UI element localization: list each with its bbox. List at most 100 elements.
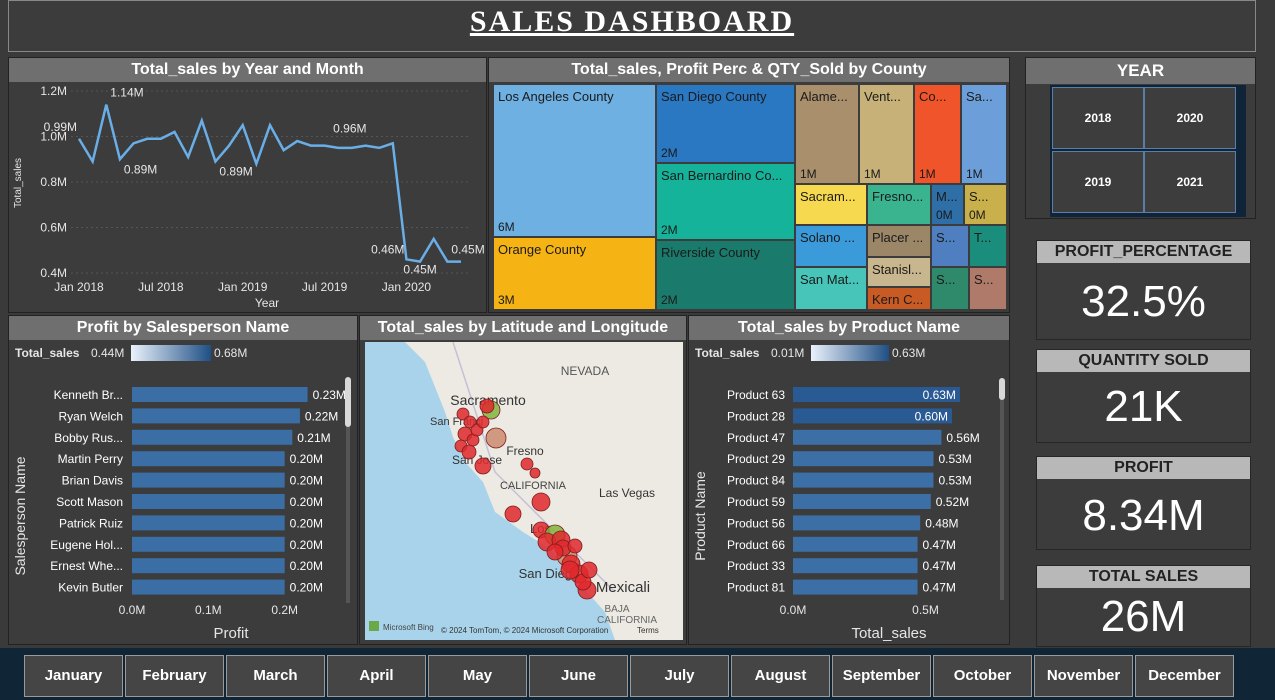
bar[interactable]: [793, 429, 942, 445]
treemap-cell[interactable]: S...: [931, 225, 969, 267]
year-button-2021[interactable]: 2021: [1144, 151, 1236, 213]
treemap-cell[interactable]: Sacram...: [795, 184, 867, 225]
bar[interactable]: [793, 536, 918, 552]
year-button-2019[interactable]: 2019: [1052, 151, 1144, 213]
map-bubble[interactable]: [474, 457, 492, 475]
treemap-cell[interactable]: S... 0M: [964, 184, 1007, 225]
treemap-cell[interactable]: Fresno...: [867, 184, 931, 225]
bar-value-label: 0.20M: [290, 516, 323, 530]
month-button-july[interactable]: July: [630, 655, 729, 697]
map-bubble[interactable]: [479, 398, 495, 414]
category-label: Ernest Whe...: [50, 559, 123, 573]
bar[interactable]: [793, 472, 934, 488]
treemap-cell[interactable]: Co... 1M: [914, 84, 961, 184]
year-slicer[interactable]: YEAR 2018 2020 2019 2021: [1025, 57, 1256, 219]
treemap-cell[interactable]: San Diego County 2M: [656, 84, 795, 163]
month-button-march[interactable]: March: [226, 655, 325, 697]
month-button-november[interactable]: November: [1034, 655, 1133, 697]
map-panel[interactable]: Total_sales by Latitude and Longitude NE…: [359, 315, 687, 645]
map-bubble[interactable]: [529, 467, 541, 479]
bar[interactable]: [132, 472, 285, 488]
map-bubble[interactable]: [456, 407, 470, 421]
california-map[interactable]: NEVADA Sacramento San Franci San Jose Fr…: [365, 342, 683, 640]
treemap-cell[interactable]: Kern C...: [867, 287, 931, 310]
map-bubble[interactable]: [520, 457, 534, 471]
treemap-cell-label: Kern C...: [872, 292, 924, 307]
treemap-cell[interactable]: San Mat...: [795, 267, 867, 310]
month-button-october[interactable]: October: [933, 655, 1032, 697]
month-button-december[interactable]: December: [1135, 655, 1234, 697]
month-button-june[interactable]: June: [529, 655, 628, 697]
x-tick-label: Jan 2018: [54, 280, 104, 294]
product-bar-chart[interactable]: Total_sales 0.01M 0.63M Product 63 0.63M P…: [689, 341, 1009, 645]
salesperson-chart-panel[interactable]: Profit by Salesperson Name Total_sales 0…: [8, 315, 358, 645]
treemap-cell[interactable]: T...: [969, 225, 1007, 267]
treemap-cell-value: 2M: [661, 223, 678, 237]
bar[interactable]: [132, 579, 285, 595]
treemap-cell[interactable]: S...: [931, 267, 969, 310]
map-bubble[interactable]: [504, 505, 522, 523]
map-bubble[interactable]: [567, 538, 583, 554]
bar[interactable]: [793, 408, 952, 424]
treemap-cell[interactable]: Los Angeles County 6M: [493, 84, 656, 237]
county-treemap[interactable]: Los Angeles County 6M Orange County 3M San D…: [493, 84, 1007, 310]
map-bubble[interactable]: [531, 492, 551, 512]
month-button-september[interactable]: September: [832, 655, 931, 697]
bar[interactable]: [132, 429, 293, 445]
month-button-january[interactable]: January: [24, 655, 123, 697]
map-bubble[interactable]: [560, 560, 580, 580]
treemap-cell[interactable]: M... 0M: [931, 184, 964, 225]
bar[interactable]: [793, 579, 918, 595]
bar-value-label: 0.47M: [923, 538, 956, 552]
bar[interactable]: [132, 536, 285, 552]
treemap-cell[interactable]: Riverside County 2M: [656, 240, 795, 310]
bar[interactable]: [793, 558, 918, 574]
treemap-panel[interactable]: Total_sales, Profit Perc & QTY_Sold by C…: [488, 57, 1010, 313]
x-tick-label: 0.5M: [912, 603, 939, 617]
bar[interactable]: [132, 408, 300, 424]
month-button-february[interactable]: February: [125, 655, 224, 697]
bar[interactable]: [793, 515, 921, 531]
month-button-august[interactable]: August: [731, 655, 830, 697]
scrollbar-track[interactable]: [1000, 400, 1004, 600]
treemap-cell[interactable]: Placer ...: [867, 225, 931, 257]
bar[interactable]: [132, 494, 285, 509]
treemap-cell[interactable]: San Bernardino Co... 2M: [656, 163, 795, 240]
bar[interactable]: [132, 387, 308, 402]
treemap-cell[interactable]: Orange County 3M: [493, 237, 656, 310]
map-bubble[interactable]: [476, 415, 490, 429]
category-label: Product 33: [727, 559, 785, 573]
year-button-2018[interactable]: 2018: [1052, 87, 1144, 149]
treemap-cell[interactable]: Solano ...: [795, 225, 867, 267]
scrollbar-thumb[interactable]: [999, 378, 1005, 400]
bar-value-label: 0.22M: [305, 409, 338, 423]
product-chart-panel[interactable]: Total_sales by Product Name Total_sales …: [688, 315, 1010, 645]
map-terms-link[interactable]: Terms: [637, 626, 659, 635]
treemap-cell[interactable]: S...: [969, 267, 1007, 310]
x-tick-label: Jan 2019: [218, 280, 268, 294]
treemap-cell[interactable]: Vent... 1M: [859, 84, 914, 184]
bar[interactable]: [132, 558, 285, 574]
treemap-cell[interactable]: Alame... 1M: [795, 84, 859, 184]
bar[interactable]: [793, 451, 934, 467]
map-bubble[interactable]: [580, 561, 598, 579]
map-bubble[interactable]: [461, 444, 477, 460]
scrollbar-thumb[interactable]: [345, 377, 351, 427]
year-button-2020[interactable]: 2020: [1144, 87, 1236, 149]
line-y-axis-title: Total_sales: [13, 158, 24, 208]
month-button-april[interactable]: April: [327, 655, 426, 697]
bar[interactable]: [793, 494, 931, 509]
bar[interactable]: [132, 451, 285, 467]
bar[interactable]: [793, 387, 960, 402]
treemap-cell[interactable]: Stanisl...: [867, 257, 931, 287]
month-button-may[interactable]: May: [428, 655, 527, 697]
salesperson-bar-chart[interactable]: Total_sales 0.44M 0.68M Kenneth Br... 0.2…: [9, 341, 357, 645]
scrollbar-track[interactable]: [346, 427, 350, 603]
line-chart-panel[interactable]: Total_sales by Year and Month 1.2M 1.0M 0.…: [8, 57, 487, 313]
bar[interactable]: [132, 515, 285, 531]
map-bubble[interactable]: [546, 543, 564, 561]
map-bubble[interactable]: [463, 415, 477, 429]
map-bubble[interactable]: [485, 427, 507, 449]
treemap-cell[interactable]: Sa... 1M: [961, 84, 1007, 184]
